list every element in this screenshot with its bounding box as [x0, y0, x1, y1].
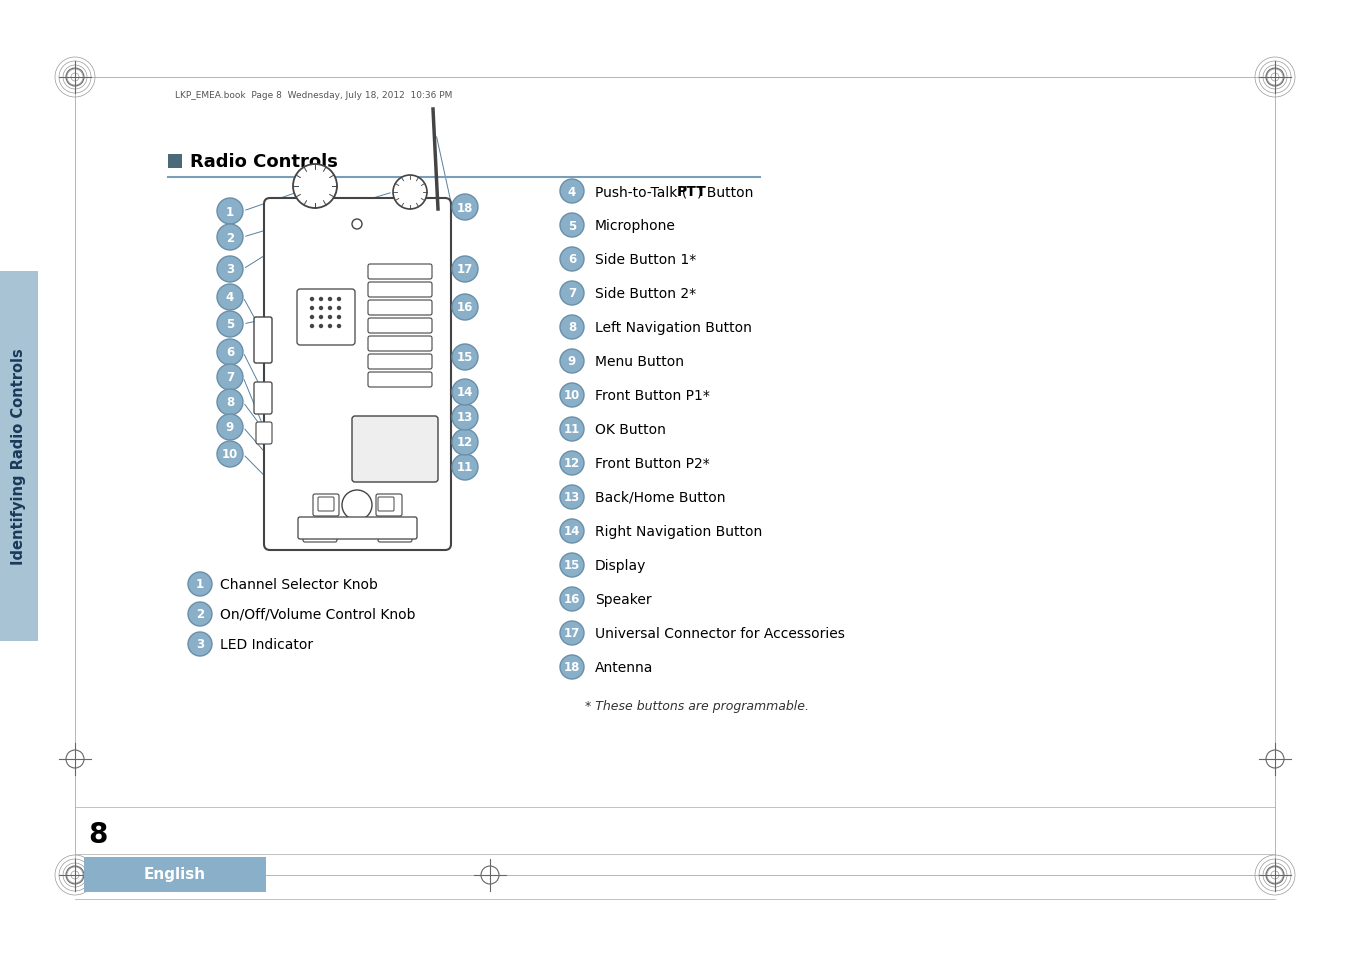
Circle shape — [560, 417, 585, 441]
Circle shape — [452, 379, 478, 406]
Text: Menu Button: Menu Button — [595, 355, 684, 369]
FancyBboxPatch shape — [369, 355, 432, 370]
Text: Antenna: Antenna — [595, 660, 653, 675]
Text: 13: 13 — [456, 411, 472, 424]
Circle shape — [217, 199, 243, 225]
FancyBboxPatch shape — [378, 497, 394, 512]
Circle shape — [560, 485, 585, 510]
Circle shape — [560, 350, 585, 374]
FancyBboxPatch shape — [369, 283, 432, 297]
Circle shape — [452, 345, 478, 371]
FancyBboxPatch shape — [369, 265, 432, 280]
Text: 7: 7 — [568, 287, 576, 300]
FancyBboxPatch shape — [378, 522, 412, 542]
FancyBboxPatch shape — [0, 272, 38, 641]
Circle shape — [319, 307, 323, 311]
FancyBboxPatch shape — [84, 857, 266, 892]
Circle shape — [560, 315, 585, 339]
Circle shape — [309, 307, 315, 311]
Text: 1: 1 — [225, 205, 234, 218]
Text: Channel Selector Knob: Channel Selector Knob — [220, 578, 378, 592]
Text: 12: 12 — [456, 436, 472, 449]
Circle shape — [560, 384, 585, 408]
Circle shape — [336, 324, 342, 329]
Text: Speaker: Speaker — [595, 593, 652, 606]
Circle shape — [188, 633, 212, 657]
Circle shape — [560, 554, 585, 578]
Text: 9: 9 — [225, 421, 234, 434]
Circle shape — [560, 248, 585, 272]
Circle shape — [452, 256, 478, 283]
Circle shape — [560, 180, 585, 204]
Circle shape — [452, 405, 478, 431]
Circle shape — [452, 194, 478, 221]
Circle shape — [342, 491, 373, 520]
Text: Side Button 1*: Side Button 1* — [595, 253, 697, 267]
Circle shape — [217, 256, 243, 283]
Text: Universal Connector for Accessories: Universal Connector for Accessories — [595, 626, 845, 640]
Circle shape — [309, 324, 315, 329]
FancyBboxPatch shape — [369, 301, 432, 315]
FancyBboxPatch shape — [254, 317, 271, 364]
Circle shape — [293, 165, 338, 209]
Text: 11: 11 — [564, 423, 580, 436]
Text: On/Off/Volume Control Knob: On/Off/Volume Control Knob — [220, 607, 416, 621]
FancyBboxPatch shape — [369, 336, 432, 352]
Circle shape — [188, 602, 212, 626]
Text: 6: 6 — [568, 253, 576, 266]
Text: 2: 2 — [225, 232, 234, 244]
Text: 15: 15 — [564, 558, 580, 572]
FancyBboxPatch shape — [313, 495, 339, 517]
Circle shape — [217, 390, 243, 416]
Text: 6: 6 — [225, 346, 234, 359]
Circle shape — [217, 285, 243, 311]
Text: 10: 10 — [221, 448, 238, 461]
Circle shape — [319, 315, 323, 320]
Text: Right Navigation Button: Right Navigation Button — [595, 524, 763, 538]
Text: 3: 3 — [225, 263, 234, 276]
Text: OK Button: OK Button — [595, 422, 666, 436]
Text: Back/Home Button: Back/Home Button — [595, 491, 725, 504]
Text: Microphone: Microphone — [595, 219, 676, 233]
Circle shape — [336, 297, 342, 302]
Text: 17: 17 — [456, 263, 472, 276]
Circle shape — [328, 315, 332, 320]
Text: PTT: PTT — [676, 185, 707, 199]
Text: Side Button 2*: Side Button 2* — [595, 287, 697, 301]
Circle shape — [309, 297, 315, 302]
Text: 10: 10 — [564, 389, 580, 402]
Text: 11: 11 — [456, 461, 472, 474]
Text: ) Button: ) Button — [697, 185, 753, 199]
Circle shape — [560, 213, 585, 237]
Text: 14: 14 — [456, 386, 474, 399]
Circle shape — [452, 430, 478, 456]
Text: Radio Controls: Radio Controls — [190, 152, 338, 171]
Circle shape — [328, 297, 332, 302]
Text: 16: 16 — [564, 593, 580, 606]
Circle shape — [560, 452, 585, 476]
Text: 4: 4 — [225, 292, 234, 304]
FancyBboxPatch shape — [377, 495, 402, 517]
Circle shape — [217, 365, 243, 391]
Circle shape — [452, 455, 478, 480]
Text: English: English — [144, 866, 207, 882]
Circle shape — [352, 220, 362, 230]
FancyBboxPatch shape — [256, 422, 271, 444]
Text: 15: 15 — [456, 351, 474, 364]
Circle shape — [217, 441, 243, 468]
Text: Front Button P1*: Front Button P1* — [595, 389, 710, 402]
Text: LED Indicator: LED Indicator — [220, 638, 313, 651]
Text: Push-to-Talk (: Push-to-Talk ( — [595, 185, 687, 199]
Text: 16: 16 — [456, 301, 474, 314]
Text: 17: 17 — [564, 627, 580, 639]
Circle shape — [319, 297, 323, 302]
Circle shape — [217, 312, 243, 337]
Text: 3: 3 — [196, 638, 204, 651]
Circle shape — [328, 307, 332, 311]
Circle shape — [452, 294, 478, 320]
Text: Identifying Radio Controls: Identifying Radio Controls — [12, 348, 27, 565]
FancyBboxPatch shape — [167, 154, 182, 169]
Text: 12: 12 — [564, 457, 580, 470]
Circle shape — [336, 315, 342, 320]
